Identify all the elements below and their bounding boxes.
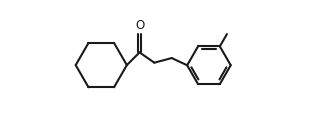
Text: O: O [135, 19, 144, 32]
